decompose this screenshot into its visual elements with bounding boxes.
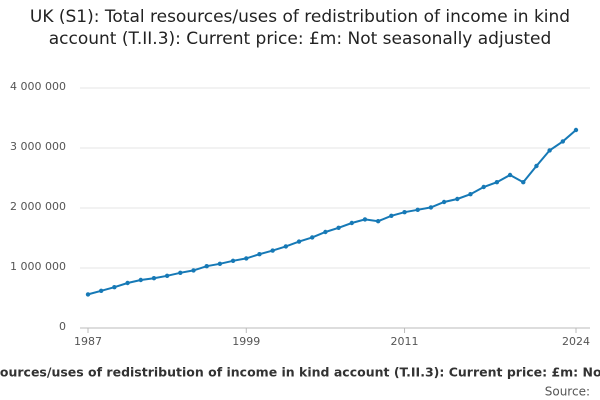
data-point (455, 196, 460, 202)
x-tick-label: 2024 (562, 335, 590, 348)
data-point (85, 292, 91, 297)
data-point (310, 235, 315, 240)
data-point (151, 276, 157, 281)
y-tick-label: 4 000 000 (10, 80, 66, 93)
data-point (125, 280, 130, 286)
data-point (468, 192, 473, 197)
data-point (244, 256, 249, 261)
x-tick-label: 2011 (391, 335, 419, 348)
data-point (323, 229, 328, 235)
data-point (217, 261, 223, 266)
data-point (534, 163, 539, 169)
y-tick-label: 3 000 000 (10, 140, 66, 153)
data-point (415, 207, 420, 212)
data-point (481, 184, 486, 190)
data-point (191, 268, 196, 273)
data-point (521, 180, 526, 185)
series-line (87, 129, 577, 296)
data-point (296, 239, 302, 244)
x-axis-label: sources/uses of redistribution of income… (0, 365, 600, 380)
data-point (547, 148, 552, 153)
data-point (178, 270, 183, 275)
data-point (389, 213, 394, 218)
y-tick-label: 1 000 000 (10, 260, 66, 273)
data-point (362, 217, 368, 222)
data-point (375, 219, 381, 224)
data-point (230, 258, 236, 263)
data-point (138, 277, 143, 283)
chart-title: UK (S1): Total resources/uses of redistr… (29, 7, 571, 49)
source: Source: (545, 385, 590, 399)
data-point (112, 285, 117, 290)
data-point (573, 127, 579, 133)
y-tick-label: 0 (59, 320, 66, 333)
data-point (336, 225, 341, 230)
data-point (428, 205, 434, 210)
data-point (204, 264, 209, 269)
data-point (283, 244, 289, 249)
data-point (560, 139, 566, 144)
data-point (349, 220, 354, 226)
data-point (494, 180, 500, 185)
data-point (402, 210, 407, 215)
data-point (507, 172, 513, 178)
data-point (164, 273, 170, 278)
x-tick-label: 1987 (74, 335, 102, 348)
data-point (441, 199, 447, 205)
data-point (257, 252, 262, 257)
data-point (270, 248, 275, 253)
x-tick-label: 1999 (232, 335, 260, 348)
data-point (98, 288, 104, 293)
y-tick-label: 2 000 000 (10, 200, 66, 213)
